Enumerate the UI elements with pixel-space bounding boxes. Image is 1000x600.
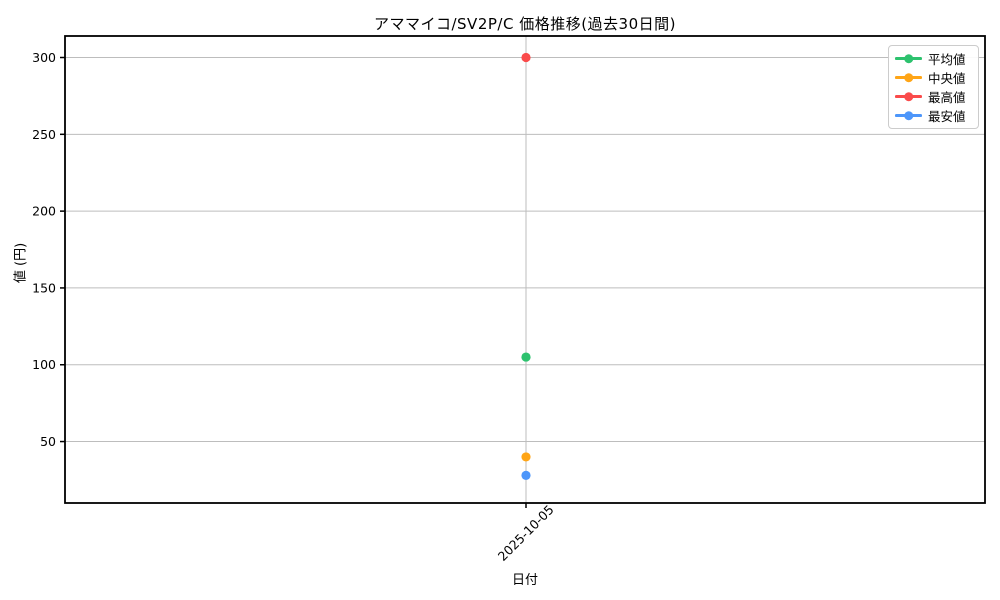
y-tick-label: 300 [32, 50, 56, 65]
legend-item-label: 最安値 [928, 109, 966, 124]
legend-item-max: 最高値 [895, 87, 972, 106]
legend-line-sample [895, 53, 922, 64]
axes-spines [64, 35, 986, 504]
y-tick-label: 150 [32, 280, 56, 295]
legend-item-median: 中央値 [895, 68, 972, 87]
y-axis-label: 値 (円) [13, 242, 29, 284]
y-tick-label: 50 [40, 434, 56, 449]
legend: 平均値中央値最高値最安値 [888, 45, 979, 129]
x-tick-label: 2025-10-05 [495, 502, 557, 564]
data-point-max [521, 52, 531, 63]
legend-item-label: 最高値 [928, 90, 966, 105]
y-tick-label: 200 [32, 204, 56, 219]
legend-item-min: 最安値 [895, 106, 972, 125]
legend-line-sample [895, 110, 922, 121]
legend-item-label: 平均値 [928, 52, 966, 67]
legend-marker-dot [903, 110, 914, 121]
legend-marker-dot [903, 72, 914, 83]
data-point-mean [521, 352, 531, 362]
data-point-min [521, 470, 531, 480]
x-axis-label: 日付 [511, 573, 538, 588]
legend-marker-dot [903, 91, 914, 102]
data-point-median [521, 452, 531, 462]
y-tick-label: 100 [32, 357, 56, 372]
legend-marker-dot [903, 53, 914, 64]
legend-line-sample [895, 72, 922, 83]
chart-title: アママイコ/SV2P/C 価格推移(過去30日間) [373, 15, 676, 33]
legend-item-mean: 平均値 [895, 49, 972, 68]
y-tick-label: 250 [32, 127, 56, 142]
legend-line-sample [895, 91, 922, 102]
legend-item-label: 中央値 [928, 71, 966, 86]
